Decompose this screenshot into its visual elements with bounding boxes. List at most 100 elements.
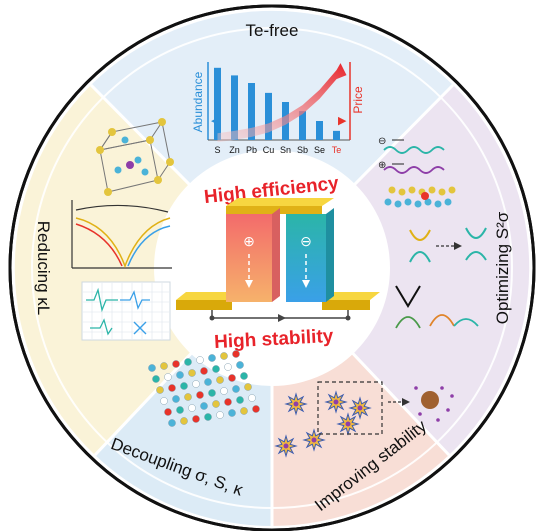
lattice-atom [168,384,176,392]
top-electrode-front [226,206,322,214]
tick-label-se: Se [314,145,325,155]
lattice-atom [232,350,240,358]
lattice-atom [200,402,208,410]
tick-label-pb: Pb [246,145,257,155]
lattice-atom [196,356,204,364]
lattice-atom [160,397,168,405]
phonon-wave-grid [81,281,171,341]
lattice-atom [224,363,232,371]
bar-te [333,130,340,140]
left-axis-arrow-icon: ◀ [211,115,220,127]
lattice-atom [236,396,244,404]
precipitate-particle [421,391,439,409]
bar-pb [248,83,255,140]
lattice-atom [188,369,196,377]
lattice-atom [224,398,232,406]
lattice-atom [212,400,220,408]
lattice-atom [204,378,212,386]
lattice-atom [220,352,228,360]
svg-text:⊕: ⊕ [378,160,386,171]
lattice-atom [204,413,212,421]
lattice-atom [156,386,164,394]
lattice-atom [228,374,236,382]
segment-title-reducing: Reducing κL [34,221,53,316]
band-convergence-illustration [395,227,487,329]
hole-symbol-icon: ⊕ [243,233,255,249]
svg-text:⊖: ⊖ [378,136,386,147]
lattice-atom [240,372,248,380]
tick-label-te: Te [332,145,342,155]
abundance-price-chart: S Zn Pb Cu Sn Sb Se Te Abundance Price ◀ ▶ [191,62,365,155]
top-electrode-top [226,198,334,206]
lattice-atom [236,361,244,369]
segment-reducing [14,85,272,455]
bar-se [316,121,323,140]
lattice-atom [184,393,192,401]
lattice-atom [172,395,180,403]
bar-s [214,67,221,140]
lattice-atom [192,380,200,388]
dopant-dot [450,394,454,398]
lattice-atom [188,404,196,412]
chart-ylabel-abundance: Abundance [191,71,205,132]
dopant-dot [418,412,422,416]
lattice-atom [212,365,220,373]
right-axis-arrow-icon: ▶ [338,115,347,127]
current-direction-icon [278,314,286,322]
tick-label-cu: Cu [263,145,275,155]
lattice-atom [172,360,180,368]
lattice-atom [228,409,236,417]
lattice-atom [176,371,184,379]
lattice-atom [220,387,228,395]
lattice-atom [148,364,156,372]
left-electrode-top [176,292,242,300]
inner-band-ring [31,27,513,509]
lattice-atom [160,362,168,370]
lattice-atom [180,382,188,390]
lattice-atom [240,407,248,415]
tick-label-sb: Sb [297,145,308,155]
dopant-dot [446,408,450,412]
lattice-atom [164,408,172,416]
phonon-dispersion-plot [71,200,172,269]
lattice-atom [196,391,204,399]
tick-label-s: S [214,145,220,155]
lattice-atom [232,385,240,393]
left-electrode-front [176,300,232,310]
dopant-dot [440,386,444,390]
lattice-atom [164,373,172,381]
segment-optimizing [272,85,530,455]
lattice-atom [192,415,200,423]
lattice-atom [184,358,192,366]
bar-zn [231,75,238,140]
lattice-atom [180,417,188,425]
bar-sb [299,111,306,140]
lattice-atom [252,405,260,413]
lattice-atom [152,375,160,383]
lattice-atom [168,419,176,427]
p-type-leg-side [272,208,280,302]
n-type-leg-side [326,208,334,302]
carrier-transport-illustration: ⊖ ⊕ [378,136,456,208]
tick-label-sn: Sn [280,145,291,155]
lattice-atom [216,376,224,384]
dopant-dot [414,386,418,390]
segment-title-te-free: Te-free [246,21,299,40]
electron-symbol-icon: ⊖ [300,233,312,249]
bar-cu [265,92,272,140]
crystal-lattice-illustration [96,118,174,196]
dopant-dot [436,418,440,422]
lattice-grain-illustration [148,350,260,427]
lattice-atom [216,411,224,419]
lattice-atom [200,367,208,375]
lattice-atom [248,394,256,402]
right-electrode-top [322,292,380,300]
chart-ylabel-price: Price [351,86,365,114]
lattice-atom [244,383,252,391]
nanoprecipitate-illustration [274,381,454,458]
price-trend-arrow [217,63,347,143]
segment-title-optimizing: Optimizing S²σ [493,211,512,324]
tick-label-zn: Zn [229,145,240,155]
lattice-atom [176,406,184,414]
